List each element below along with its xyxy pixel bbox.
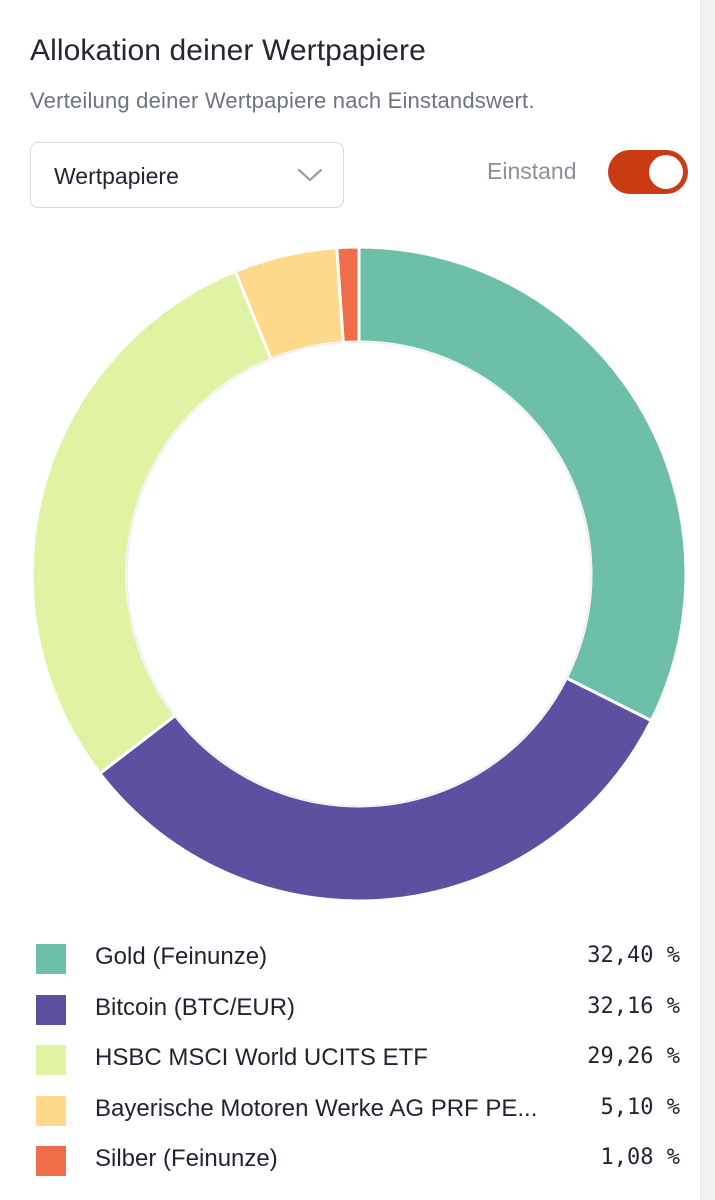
legend-percentage: 32,40 % bbox=[587, 943, 680, 968]
donut-slice-0[interactable] bbox=[357, 245, 688, 723]
legend-swatch bbox=[36, 994, 66, 1025]
legend-label: Bitcoin (BTC/EUR) bbox=[95, 993, 296, 1021]
select-value: Wertpapiere bbox=[54, 163, 179, 189]
legend-label: Silber (Feinunze) bbox=[95, 1145, 278, 1172]
toggle-label: Einstand bbox=[487, 158, 577, 184]
legend-item[interactable]: Silber (Feinunze) 1,08 % bbox=[0, 1132, 700, 1183]
donut-inner-ring bbox=[126, 341, 592, 807]
donut-slice-1[interactable] bbox=[97, 676, 654, 903]
legend-item[interactable]: HSBC MSCI World UCITS ETF 29,26 % bbox=[0, 1031, 700, 1082]
legend-item[interactable]: Bayerische Motoren Werke AG PRF PE... 5,1… bbox=[0, 1082, 700, 1133]
legend-percentage: 29,26 % bbox=[587, 1044, 680, 1069]
chevron-down-icon bbox=[297, 168, 323, 182]
legend-percentage: 1,08 % bbox=[600, 1145, 680, 1170]
page-title: Allokation deiner Wertpapiere bbox=[30, 34, 426, 67]
einstand-toggle[interactable] bbox=[608, 150, 688, 194]
legend-item[interactable]: Gold (Feinunze) 32,40 % bbox=[0, 930, 700, 981]
legend-swatch bbox=[36, 1095, 66, 1126]
legend-label: Bayerische Motoren Werke AG PRF PE... bbox=[95, 1094, 538, 1122]
toggle-knob bbox=[649, 155, 683, 189]
legend-percentage: 32,16 % bbox=[587, 993, 680, 1019]
donut-slice-2[interactable] bbox=[30, 269, 274, 776]
legend-swatch bbox=[36, 944, 66, 974]
category-select[interactable]: Wertpapiere bbox=[30, 142, 344, 208]
legend-percentage: 5,10 % bbox=[600, 1094, 680, 1120]
legend-swatch bbox=[36, 1045, 66, 1075]
legend-label: Gold (Feinunze) bbox=[95, 943, 268, 970]
chart-legend: Gold (Feinunze) 32,40 % Bitcoin (BTC/EUR) 3… bbox=[0, 930, 700, 1183]
legend-label: HSBC MSCI World UCITS ETF bbox=[95, 1044, 428, 1071]
page-subtitle: Verteilung deiner Wertpapiere nach Einst… bbox=[30, 88, 535, 113]
allocation-donut-chart bbox=[30, 245, 688, 903]
legend-swatch bbox=[36, 1146, 66, 1176]
legend-item[interactable]: Bitcoin (BTC/EUR) 32,16 % bbox=[0, 981, 700, 1032]
